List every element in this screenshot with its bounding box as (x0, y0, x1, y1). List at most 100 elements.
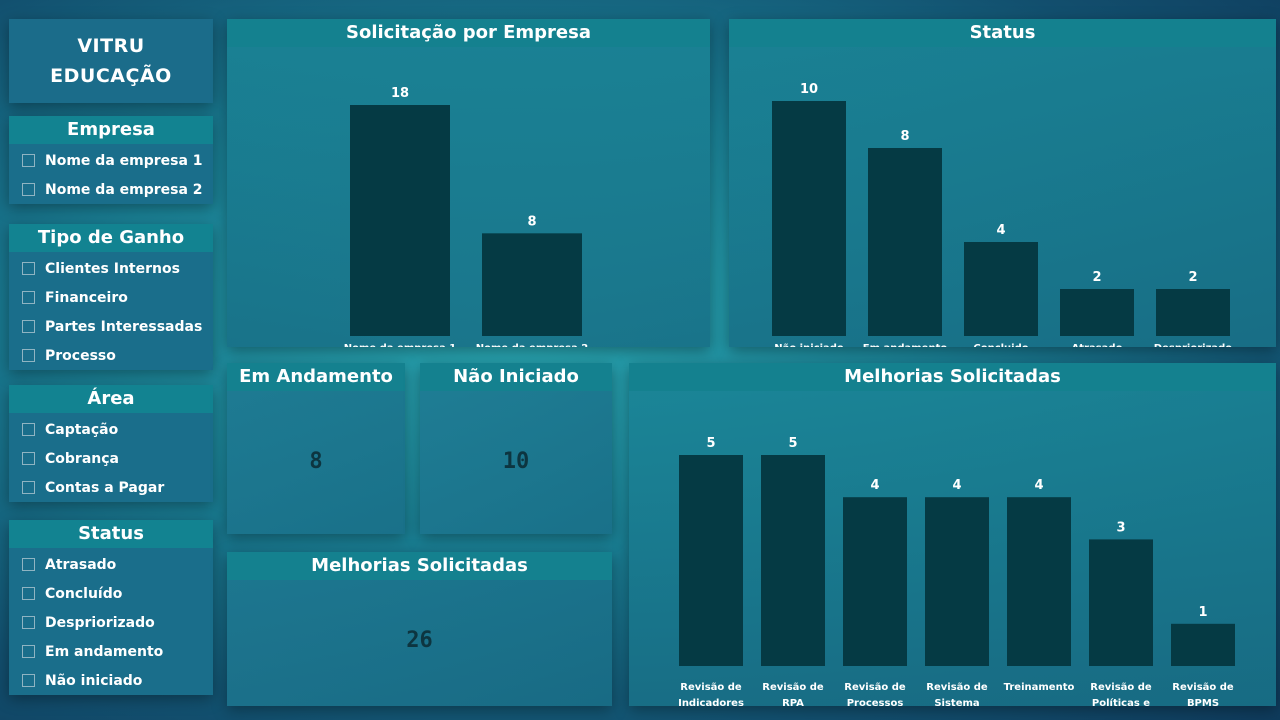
data-label: 3 (1116, 520, 1125, 535)
category-label: Nome da empresa 2 (476, 343, 589, 347)
chart-title: Melhorias Solicitadas (629, 363, 1276, 391)
bar[interactable] (964, 242, 1038, 336)
chart-melhorias: 5 Revisão de Indicadores 5 Revisão de RPA 4 Rev… (678, 436, 1235, 720)
slicer-option[interactable]: Nome da empresa 2 (9, 175, 213, 204)
slicer-option[interactable]: Em andamento (9, 637, 213, 666)
slicer-option-label: Financeiro (45, 289, 128, 306)
slicer-option[interactable]: Processo (9, 341, 213, 370)
checkbox[interactable] (22, 291, 35, 304)
slicer-option[interactable]: Captação (9, 415, 213, 444)
bar[interactable] (1089, 539, 1153, 666)
card-title: Em Andamento (227, 363, 405, 391)
chart-panel-empresa: Solicitação por Empresa 18 Nome da empres… (227, 19, 710, 354)
category-label: Atrasado (1072, 343, 1123, 347)
category-label: Treinamento (1004, 682, 1075, 693)
checkbox[interactable] (22, 452, 35, 465)
slicer-title: Tipo de Ganho (9, 224, 213, 252)
card-value: 26 (406, 628, 433, 653)
bar[interactable] (772, 101, 846, 336)
data-label: 18 (391, 86, 409, 101)
data-label: 4 (952, 478, 961, 493)
category-label: Revisão de BPMS (1172, 682, 1234, 706)
slicer-option[interactable]: Contas a Pagar (9, 473, 213, 502)
category-label: Nome da empresa 1 (344, 343, 457, 347)
checkbox[interactable] (22, 616, 35, 629)
slicer-option-label: Concluído (45, 585, 123, 602)
checkbox[interactable] (22, 481, 35, 494)
checkbox[interactable] (22, 587, 35, 600)
card-value: 10 (502, 449, 530, 474)
checkbox[interactable] (22, 349, 35, 362)
brand-line-1: VITRU (77, 35, 145, 57)
category-label: Revisão de Sistema (926, 682, 988, 706)
brand-line-2: EDUCAÇÃO (50, 65, 172, 87)
slicer-option[interactable]: Clientes Internos (9, 254, 213, 283)
slicer-option-label: Partes Interessadas (45, 318, 203, 335)
checkbox[interactable] (22, 674, 35, 687)
category-label: Despriorizado (1154, 343, 1233, 347)
card-title: Melhorias Solicitadas (227, 552, 612, 580)
slicer-option-label: Despriorizado (45, 614, 155, 631)
bar[interactable] (1060, 289, 1134, 336)
slicer-option-label: Nome da empresa 1 (45, 152, 203, 169)
card-melhorias-solicitadas: Melhorias Solicitadas 26 (227, 552, 612, 706)
slicer-option[interactable]: Nome da empresa 1 (9, 146, 213, 175)
category-label: Não iniciado (774, 343, 844, 347)
slicer-option[interactable]: Atrasado (9, 550, 213, 579)
bar[interactable] (925, 497, 989, 666)
bar[interactable] (761, 455, 825, 666)
bar[interactable] (1171, 623, 1235, 666)
slicer-option-label: Captação (45, 421, 119, 438)
category-label: Em andamento (863, 343, 948, 347)
bar[interactable] (482, 233, 582, 336)
chart-empresa: 18 Nome da empresa 1 8 Nome da empresa 2 (344, 86, 589, 354)
checkbox[interactable] (22, 558, 35, 571)
slicer-area: Área Captação Cobrança Contas a Pagar (9, 385, 213, 502)
data-label: 2 (1188, 270, 1197, 285)
slicer-empresa: Empresa Nome da empresa 1 Nome da empres… (9, 116, 213, 204)
slicer-option[interactable]: Não iniciado (9, 666, 213, 695)
category-label: Revisão de Processos (844, 682, 906, 706)
slicer-title: Status (9, 520, 213, 548)
bar[interactable] (679, 455, 743, 666)
slicer-option-label: Em andamento (45, 643, 164, 660)
checkbox[interactable] (22, 262, 35, 275)
category-label: Concluido (973, 343, 1028, 347)
slicer-option[interactable]: Partes Interessadas (9, 312, 213, 341)
slicer-option-label: Cobrança (45, 450, 119, 467)
data-label: 8 (527, 214, 536, 229)
slicer-option-label: Atrasado (45, 556, 117, 573)
data-label: 5 (706, 436, 715, 451)
checkbox[interactable] (22, 154, 35, 167)
checkbox[interactable] (22, 183, 35, 196)
card-nao-iniciado: Não Iniciado 10 (420, 363, 612, 534)
bar[interactable] (843, 497, 907, 666)
slicer-option[interactable]: Cobrança (9, 444, 213, 473)
card-title: Não Iniciado (420, 363, 612, 391)
slicer-option[interactable]: Concluído (9, 579, 213, 608)
card-value: 8 (309, 449, 323, 474)
data-label: 2 (1092, 270, 1101, 285)
slicer-option-label: Contas a Pagar (45, 479, 165, 496)
checkbox[interactable] (22, 320, 35, 333)
bar[interactable] (350, 105, 450, 336)
slicer-option-label: Nome da empresa 2 (45, 181, 203, 198)
checkbox[interactable] (22, 645, 35, 658)
bar[interactable] (1007, 497, 1071, 666)
checkbox[interactable] (22, 423, 35, 436)
chart-panel-melhorias: Melhorias Solicitadas 5 Revisão de Indicad… (629, 363, 1276, 720)
slicer-option[interactable]: Despriorizado (9, 608, 213, 637)
data-label: 8 (900, 129, 909, 144)
category-label: Revisão de Indicadores (678, 682, 744, 706)
slicer-tipo-de-ganho: Tipo de Ganho Clientes Internos Financei… (9, 224, 213, 370)
bar[interactable] (868, 148, 942, 336)
slicer-title: Empresa (9, 116, 213, 144)
slicer-status: Status Atrasado Concluído Despriorizado … (9, 520, 213, 695)
slicer-title: Área (9, 385, 213, 413)
slicer-option[interactable]: Financeiro (9, 283, 213, 312)
card-em-andamento: Em Andamento 8 (227, 363, 405, 534)
data-label: 4 (1034, 478, 1043, 493)
bar[interactable] (1156, 289, 1230, 336)
data-label: 1 (1198, 605, 1207, 620)
